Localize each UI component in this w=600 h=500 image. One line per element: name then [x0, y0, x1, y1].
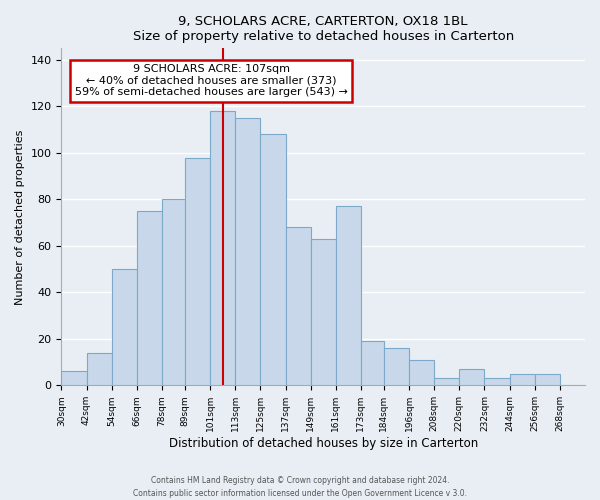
Bar: [162, 200, 185, 386]
Text: Contains HM Land Registry data © Crown copyright and database right 2024.
Contai: Contains HM Land Registry data © Crown c…: [133, 476, 467, 498]
Bar: [185, 158, 210, 386]
Y-axis label: Number of detached properties: Number of detached properties: [15, 129, 25, 304]
Bar: [286, 228, 311, 386]
Bar: [384, 348, 409, 386]
Bar: [336, 206, 361, 386]
Bar: [137, 211, 162, 386]
Bar: [260, 134, 286, 386]
Bar: [361, 341, 384, 386]
Bar: [409, 360, 434, 386]
Title: 9, SCHOLARS ACRE, CARTERTON, OX18 1BL
Size of property relative to detached hous: 9, SCHOLARS ACRE, CARTERTON, OX18 1BL Si…: [133, 15, 514, 43]
Bar: [509, 374, 535, 386]
Bar: [61, 372, 86, 386]
X-axis label: Distribution of detached houses by size in Carterton: Distribution of detached houses by size …: [169, 437, 478, 450]
Bar: [235, 118, 260, 386]
Bar: [311, 239, 336, 386]
Bar: [535, 374, 560, 386]
Bar: [460, 369, 484, 386]
Text: 9 SCHOLARS ACRE: 107sqm
← 40% of detached houses are smaller (373)
59% of semi-d: 9 SCHOLARS ACRE: 107sqm ← 40% of detache…: [75, 64, 347, 98]
Bar: [484, 378, 509, 386]
Bar: [434, 378, 460, 386]
Bar: [112, 269, 137, 386]
Bar: [86, 353, 112, 386]
Bar: [210, 111, 235, 386]
